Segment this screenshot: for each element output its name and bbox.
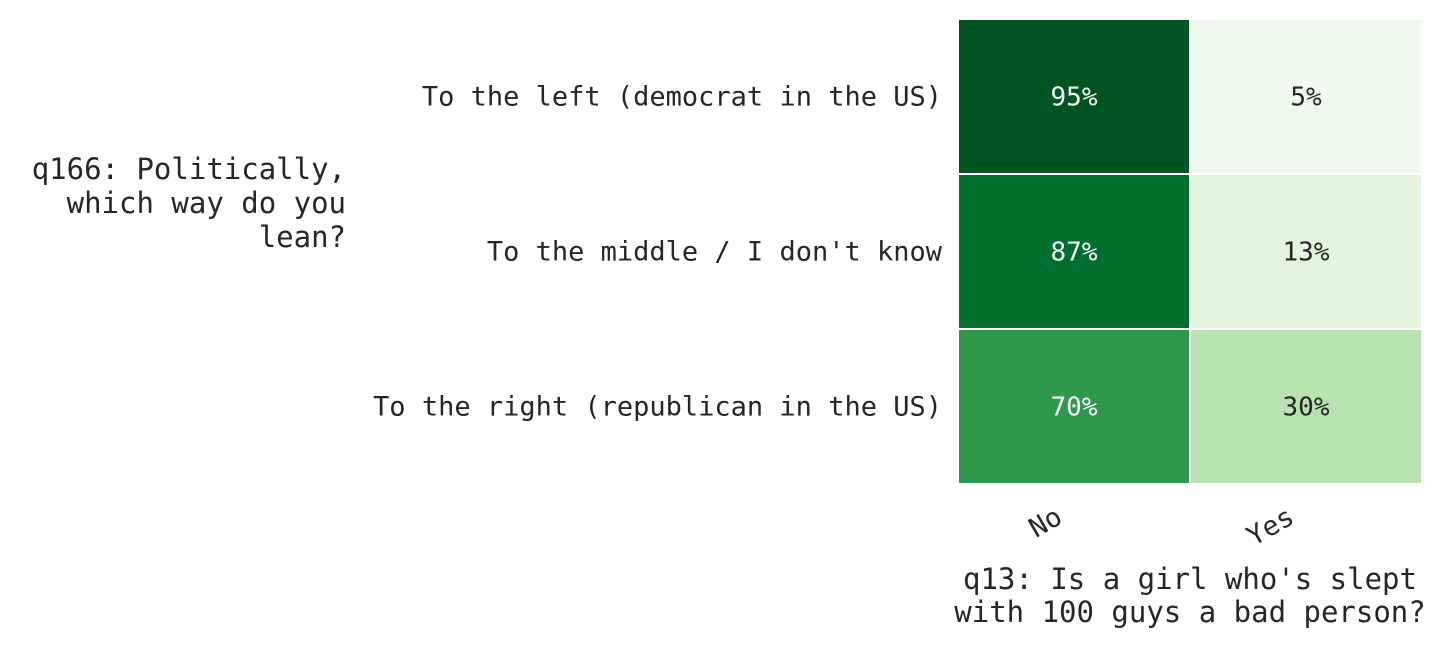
- y-tick-label: To the middle / I don't know: [487, 237, 943, 268]
- y-axis-title-line-3: lean?: [259, 220, 346, 254]
- heatmap-cell-1-yes: [1189, 18, 1423, 175]
- cell-value-label: 70%: [1051, 393, 1098, 423]
- cell-value-label: 30%: [1283, 393, 1330, 423]
- x-axis-title-line-1: q13: Is a girl who's slept: [963, 562, 1417, 596]
- cell-value-label: 95%: [1051, 83, 1098, 113]
- heatmap-cells: 95% 5% 87% 13% 70% 30%: [957, 18, 1423, 485]
- y-axis-title-line-1: q166: Politically,: [32, 152, 346, 186]
- cell-value-label: 13%: [1283, 238, 1330, 268]
- cell-value-label: 5%: [1290, 83, 1322, 113]
- y-tick-label: To the left (democrat in the US): [422, 82, 942, 113]
- heatmap-cell-3-no: [957, 328, 1191, 485]
- heatmap-cell-1-no: [957, 18, 1191, 175]
- x-tick-label: No: [1024, 501, 1068, 544]
- y-tick-label: To the right (republican in the US): [373, 392, 942, 423]
- y-axis-title-line-2: which way do you: [67, 186, 346, 220]
- x-tick-label: Yes: [1242, 501, 1300, 552]
- heatmap-cell-3-yes: [1189, 328, 1423, 485]
- x-tick-labels: No Yes: [1024, 501, 1300, 552]
- y-tick-labels: To the left (democrat in the US) To the m…: [373, 82, 943, 423]
- x-axis-title-line-2: with 100 guys a bad person?: [954, 595, 1425, 629]
- heatmap-cell-2-yes: [1189, 173, 1423, 330]
- cell-value-label: 87%: [1051, 238, 1098, 268]
- heatmap-cell-2-no: [957, 173, 1191, 330]
